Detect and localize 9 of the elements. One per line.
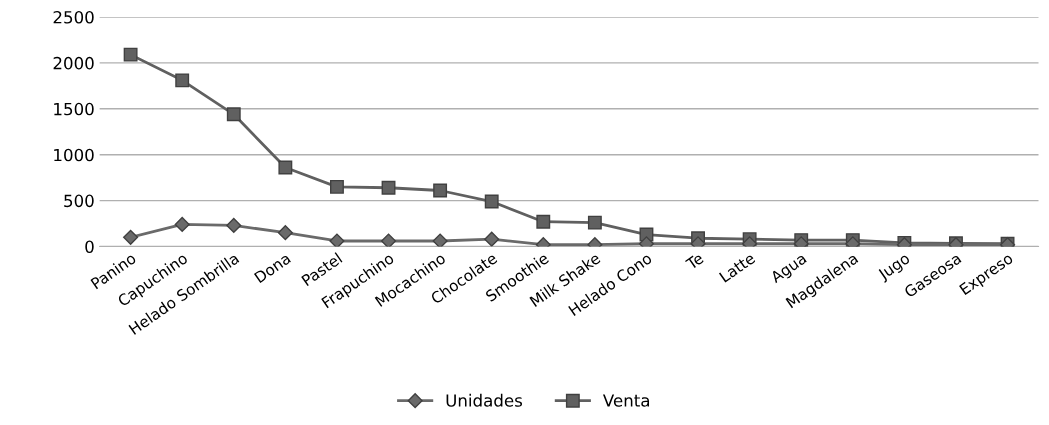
y-tick-label: 500 bbox=[64, 194, 94, 208]
y-tick-label: 2500 bbox=[53, 10, 94, 24]
legend-label: Venta bbox=[602, 394, 650, 407]
y-tick-label: 0 bbox=[85, 240, 94, 254]
y-tick-label: 1500 bbox=[54, 102, 94, 116]
y-tick-label: 1000 bbox=[54, 148, 94, 162]
y-tick-label: 2000 bbox=[53, 56, 94, 70]
x-tick-label: Te bbox=[685, 252, 705, 271]
legend-label: Unidades bbox=[446, 393, 523, 407]
